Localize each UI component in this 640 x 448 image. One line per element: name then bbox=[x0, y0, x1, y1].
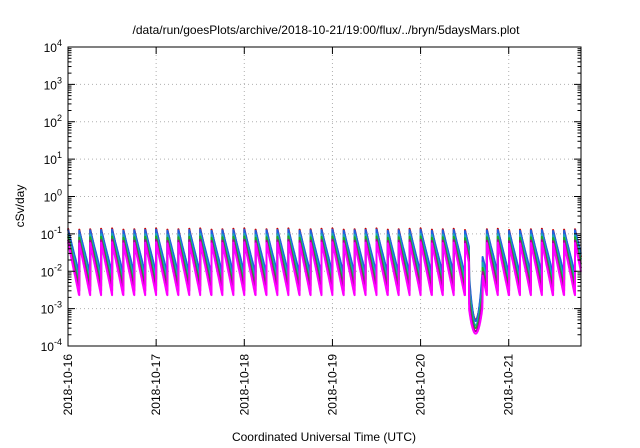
x-tick-label: 2018-10-20 bbox=[414, 354, 428, 416]
y-tick-label: 104 bbox=[44, 38, 62, 55]
x-tick-labels: 2018-10-16 2018-10-17 2018-10-18 2018-10-19… bbox=[61, 354, 516, 416]
y-tick-label: 10-3 bbox=[41, 300, 62, 317]
y-tick-label: 103 bbox=[44, 75, 62, 92]
y-tick-label: 10-1 bbox=[41, 225, 62, 242]
y-tick-label: 100 bbox=[44, 188, 62, 205]
series-lines bbox=[67, 227, 582, 335]
axis-ticks bbox=[67, 46, 581, 347]
x-tick-label: 2018-10-19 bbox=[325, 354, 339, 416]
grid bbox=[68, 47, 581, 346]
x-tick-label: 2018-10-18 bbox=[237, 354, 251, 416]
x-tick-label: 2018-10-17 bbox=[149, 354, 163, 416]
x-tick-label: 2018-10-16 bbox=[61, 354, 75, 416]
x-tick-label: 2018-10-21 bbox=[502, 354, 516, 416]
y-tick-label: 101 bbox=[44, 150, 62, 167]
x-axis-label: Coordinated Universal Time (UTC) bbox=[232, 430, 416, 444]
y-tick-label: 10-2 bbox=[41, 262, 62, 279]
y-axis-label: cSv/day bbox=[13, 185, 27, 228]
y-tick-label: 10-4 bbox=[41, 337, 62, 354]
series-line bbox=[67, 228, 582, 323]
y-tick-labels: 104 103 102 101 100 10-1 10-2 10-3 10-4 bbox=[41, 38, 62, 354]
chart-title: /data/run/goesPlots/archive/2018-10-21/1… bbox=[133, 23, 521, 37]
y-tick-label: 102 bbox=[44, 113, 62, 130]
series-line bbox=[67, 241, 582, 335]
